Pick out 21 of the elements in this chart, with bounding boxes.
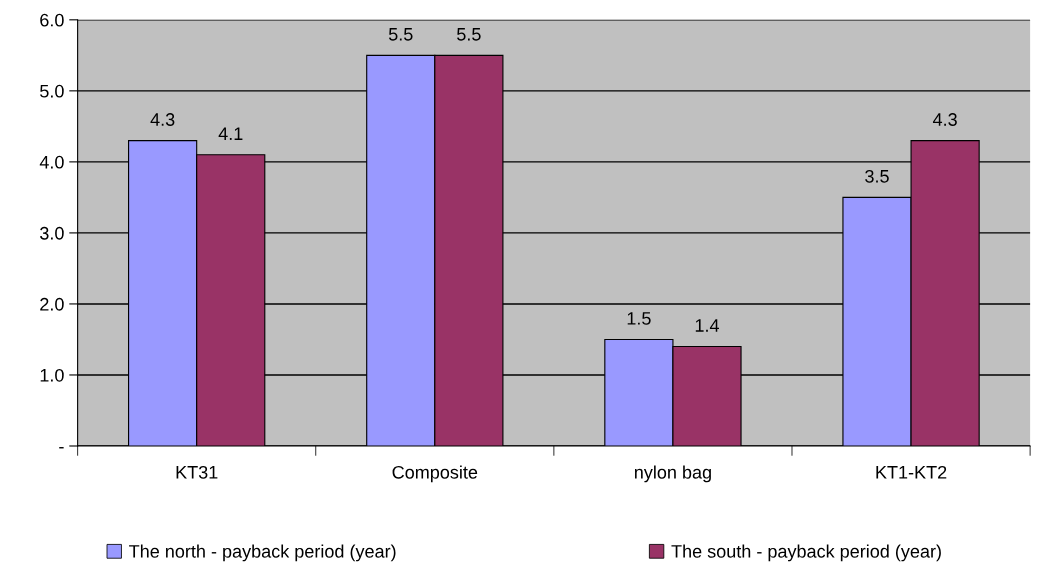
data-label: 5.5	[457, 28, 481, 41]
data-label: 5.5	[388, 28, 413, 41]
data-label: 4.1	[218, 127, 243, 140]
y-tick-label: 4.0	[39, 155, 64, 169]
y-tick-label: -	[59, 447, 64, 449]
data-label: 1.5	[627, 312, 651, 325]
y-tick-label: 3.0	[40, 226, 64, 240]
data-label: 3.5	[865, 169, 889, 183]
x-tick-label: KT1-KT2	[876, 465, 947, 479]
data-label: 1.4	[695, 319, 720, 332]
data-label: 4.3	[932, 113, 957, 126]
legend-label: The south - payback period (year)	[671, 544, 941, 562]
y-tick-label: 6.0	[40, 13, 64, 27]
x-tick-label: Composite	[392, 465, 478, 483]
x-tick-label: nylon bag	[634, 465, 711, 483]
y-tick-label: 5.0	[40, 84, 64, 98]
y-tick-label: 2.0	[40, 297, 64, 311]
legend-label: The north - payback period (year)	[129, 544, 396, 562]
y-tick-label: 1.0	[40, 368, 64, 382]
data-label: 4.3	[150, 113, 175, 126]
x-tick-label: KT31	[176, 465, 218, 479]
